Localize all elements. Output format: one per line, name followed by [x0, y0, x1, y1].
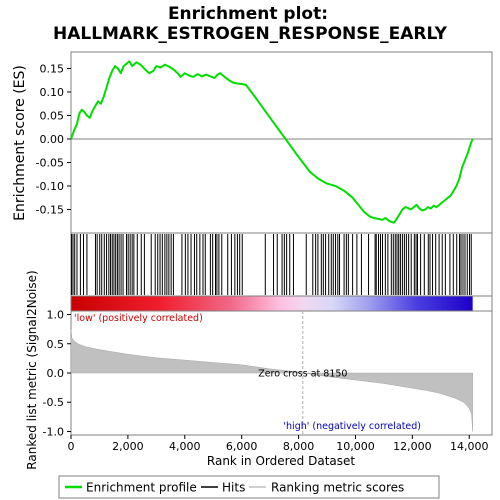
- metric-y-label: Ranked list metric (Signal2Noise): [25, 270, 39, 469]
- x-tick-label: 4,000: [169, 440, 201, 453]
- chart-title: Enrichment plot:: [168, 4, 328, 24]
- es-y-tick-label: -0.15: [36, 203, 64, 216]
- x-tick-label: 0: [68, 440, 75, 453]
- negative-label: 'high' (negatively correlated): [283, 421, 421, 432]
- x-axis: 0 2,000 4,000 6,000 8,000 10,000 12,000 14,000: [68, 435, 489, 453]
- legend-label-metric: Ranking metric scores: [271, 481, 404, 495]
- x-tick-label: 14,000: [450, 440, 489, 453]
- x-tick-label: 12,000: [393, 440, 432, 453]
- es-panel: -0.15 -0.10 -0.05 0.00 0.05 0.10 0.15 Enrichme…: [12, 51, 493, 234]
- hits-panel: [70, 232, 493, 297]
- metric-y-tick-label: 0.0: [47, 367, 65, 380]
- chart-subtitle: HALLMARK_ESTROGEN_RESPONSE_EARLY: [53, 24, 448, 44]
- es-y-axis: -0.15 -0.10 -0.05 0.00 0.05 0.10 0.15: [36, 62, 71, 216]
- legend-label-enrichment: Enrichment profile: [86, 481, 197, 495]
- x-axis-label: Rank in Ordered Dataset: [207, 454, 355, 468]
- metric-y-tick-label: 1.0: [47, 309, 65, 322]
- rank-gradient-bar: [71, 296, 473, 311]
- es-y-tick-label: 0.15: [40, 62, 65, 75]
- x-tick-label: 2,000: [112, 440, 144, 453]
- x-tick-label: 10,000: [336, 440, 375, 453]
- es-y-tick-label: 0.05: [40, 109, 65, 122]
- legend: Enrichment profile Hits Ranking metric s…: [58, 475, 440, 499]
- es-y-tick-label: -0.05: [36, 156, 64, 169]
- x-tick-label: 6,000: [226, 440, 258, 453]
- metric-panel: -1.0 -0.5 0.0 0.5 1.0 'low' (positively corr…: [25, 270, 493, 470]
- metric-y-axis: -1.0 -0.5 0.0 0.5 1.0: [43, 309, 71, 438]
- es-profile-line: [70, 60, 474, 224]
- ranking-metric-area: [70, 329, 473, 432]
- legend-label-hits: Hits: [222, 481, 245, 495]
- x-tick-label: 8,000: [283, 440, 315, 453]
- metric-y-tick-label: -0.5: [43, 396, 64, 409]
- zero-cross-label: Zero cross at 8150: [258, 369, 347, 380]
- positive-label: 'low' (positively correlated): [74, 313, 203, 324]
- metric-y-tick-label: 0.5: [47, 338, 65, 351]
- hit-markers: [71, 234, 472, 295]
- es-y-label: Enrichment score (ES): [12, 65, 28, 221]
- es-panel-frame: [70, 51, 493, 234]
- es-y-tick-label: -0.10: [36, 180, 64, 193]
- metric-y-tick-label: -1.0: [43, 425, 64, 438]
- es-y-tick-label: 0.00: [40, 133, 65, 146]
- es-y-tick-label: 0.10: [40, 86, 65, 99]
